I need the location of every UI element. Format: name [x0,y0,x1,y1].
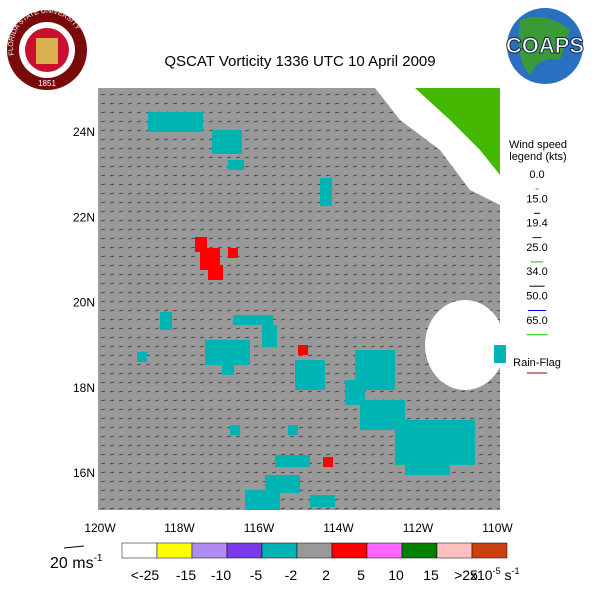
scale-text-main: 20 ms [50,555,94,572]
unit-tail: s [501,567,512,583]
scale-text: 20 ms-1 [50,553,103,572]
colorbar-box [366,542,403,559]
rain-gap [425,300,505,390]
colorbar-box [331,542,368,559]
rain-flag-label: Rain-Flag [513,357,561,369]
colorbar-box [156,542,193,559]
colorbar-label: 10 [388,567,404,583]
wind-legend-label: 25.0 [526,242,547,254]
lat-label: 20N [73,296,95,310]
lat-label: 16N [73,466,95,480]
colorbar-box [401,542,438,559]
scale-text-exp: -1 [94,553,103,564]
vorticity-negative [137,112,506,510]
colorbar-unit: x10-5 s-1 [470,566,520,583]
unit-tail-exp: -1 [511,566,519,576]
lon-label: 118W [164,521,195,535]
wind-legend-label: 0.0 [529,169,544,181]
wind-legend-label: 15.0 [526,193,547,205]
wind-legend-label: 19.4 [526,218,547,230]
colorbar-box [121,542,158,559]
fsu-logo: 1851 FLORIDA STATE UNIVERSITY [7,8,87,90]
wind-legend-title: Wind speed [509,139,567,151]
colorbar-box [471,542,508,559]
lon-label: 112W [403,521,434,535]
lon-label: 120W [84,521,116,535]
colorbar-label: -15 [176,567,196,583]
colorbar-label: 5 [357,567,365,583]
wind-legend-title: legend (kts) [509,151,566,163]
colorbar-label: -2 [285,567,298,583]
colorbar-box [436,542,473,559]
colorbar-label: <-25 [131,567,160,583]
colorbar-box [191,542,228,559]
colorbar-label: >25 [454,567,478,583]
lon-label: 116W [244,521,275,535]
logo-year: 1851 [38,79,56,88]
lon-label: 110W [482,521,513,535]
colorbar-box [261,542,298,559]
wind-legend-label: 50.0 [526,291,547,303]
title: QSCAT Vorticity 1336 UTC 10 April 2009 [164,53,435,70]
wind-legend-label: 34.0 [526,266,547,278]
scale-arrow [63,545,85,549]
wind-legend-label: 65.0 [526,315,547,327]
colorbar-box [296,542,333,559]
map [98,88,506,510]
lon-label: 114W [323,521,354,535]
colorbar-label: 2 [322,567,330,583]
unit-base: x10 [470,567,493,583]
lat-label: 24N [73,125,95,139]
colorbar-box [226,542,263,559]
land [415,88,500,175]
unit-exp: -5 [493,566,501,576]
colorbar-label: -5 [250,567,263,583]
lat-label: 18N [73,381,95,395]
coaps-logo: COAPS [505,8,585,84]
coaps-text: COAPS [506,33,584,58]
lat-label: 22N [73,210,95,224]
colorbar-label: 15 [423,567,439,583]
vorticity-positive [195,237,333,467]
colorbar-label: -10 [211,567,231,583]
